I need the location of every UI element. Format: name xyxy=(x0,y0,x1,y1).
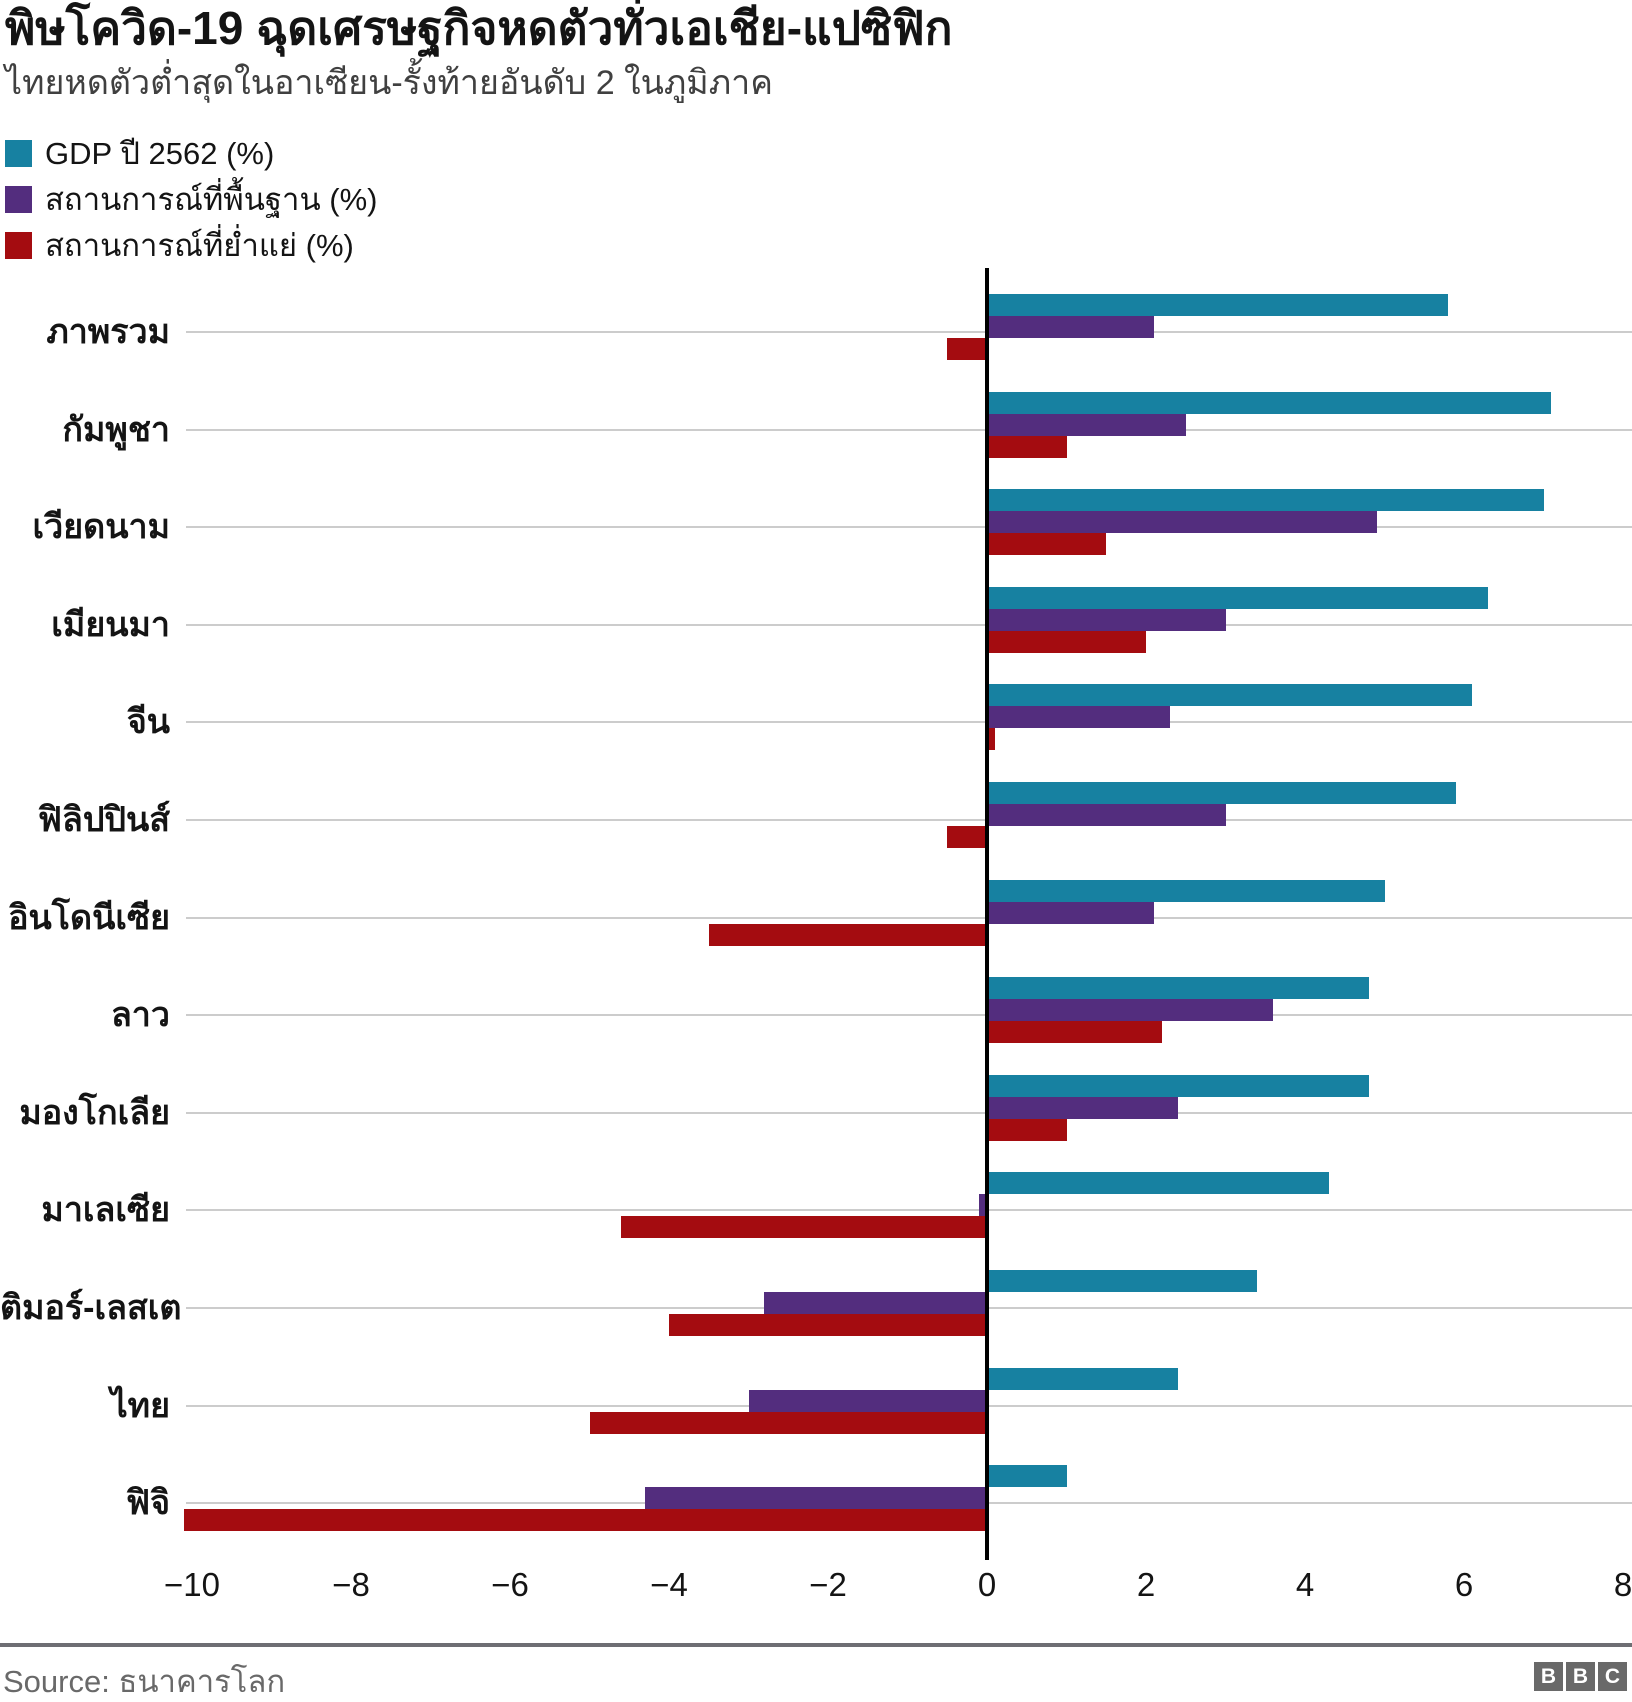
category-label: ฟิจิ xyxy=(126,1484,170,1523)
x-tick-label: 4 xyxy=(1295,1566,1315,1603)
bar-worst-scenario xyxy=(987,1118,1067,1141)
gridline xyxy=(186,623,1632,626)
category-label: มองโกเลีย xyxy=(19,1093,170,1132)
bar-worst-scenario xyxy=(947,338,987,360)
category-label: ติมอร์-เลสเต xyxy=(0,1289,182,1327)
category-label: เวียดนาม xyxy=(32,508,170,547)
bar-gdp-2019 xyxy=(987,1465,1067,1488)
category-label: จีน xyxy=(126,703,170,742)
bar-worst-scenario xyxy=(621,1216,987,1239)
bar-worst-scenario xyxy=(987,1021,1162,1044)
category-label: มาเลเซีย xyxy=(41,1191,170,1230)
bar-gdp-2019 xyxy=(987,684,1472,707)
bar-baseline-scenario xyxy=(987,804,1226,826)
bar-baseline-scenario xyxy=(764,1292,987,1314)
category-label: อินโดนีเซีย xyxy=(8,898,170,937)
bbc-logo: B B C xyxy=(1534,1662,1627,1691)
bar-baseline-scenario xyxy=(987,511,1377,534)
category-label: ฟิลิปปินส์ xyxy=(37,801,170,839)
chart-subtitle: ไทยหดตัวต่ำสุดในอาเซียน-รั้งท้ายอันดับ 2… xyxy=(5,64,773,102)
bar-worst-scenario xyxy=(987,435,1067,458)
x-tick-label: 0 xyxy=(977,1566,997,1603)
bar-gdp-2019 xyxy=(987,1367,1178,1390)
bar-baseline-scenario xyxy=(987,901,1154,924)
legend-swatch-teal xyxy=(5,139,32,167)
x-tick-label: −6 xyxy=(491,1566,529,1603)
legend-swatch-purple xyxy=(5,185,32,213)
bar-gdp-2019 xyxy=(987,1270,1258,1292)
bar-gdp-2019 xyxy=(987,977,1369,1000)
bar-worst-scenario xyxy=(184,1509,987,1532)
bar-worst-scenario xyxy=(708,923,987,946)
bar-worst-scenario xyxy=(669,1314,987,1336)
x-tick-label: 2 xyxy=(1136,1566,1156,1603)
bar-baseline-scenario xyxy=(987,1096,1178,1119)
category-label: ภาพรวม xyxy=(46,313,170,351)
bar-worst-scenario xyxy=(947,826,987,848)
category-label: ไทย xyxy=(110,1386,170,1425)
bar-gdp-2019 xyxy=(987,391,1552,414)
x-tick-label: −8 xyxy=(332,1566,370,1603)
legend-label: GDP ปี 2562 (%) xyxy=(45,136,275,171)
gridline xyxy=(186,331,1632,333)
bar-gdp-2019 xyxy=(987,489,1544,512)
legend-item-worst-scenario: สถานการณ์ที่ย่ำแย่ (%) xyxy=(5,222,377,268)
x-tick-label: −4 xyxy=(650,1566,688,1603)
gridline xyxy=(186,916,1632,919)
bar-baseline-scenario xyxy=(748,1389,987,1412)
bar-gdp-2019 xyxy=(987,294,1449,316)
bar-worst-scenario xyxy=(987,630,1146,653)
chart-title: พิษโควิด-19 ฉุดเศรษฐกิจหดตัวทั่วเอเชีย-แ… xyxy=(5,2,953,54)
legend-item-gdp-2019: GDP ปี 2562 (%) xyxy=(5,130,377,176)
gridline xyxy=(186,819,1632,821)
x-tick-label: −10 xyxy=(164,1566,220,1603)
bar-baseline-scenario xyxy=(987,706,1170,729)
bar-baseline-scenario xyxy=(987,999,1274,1022)
bar-gdp-2019 xyxy=(987,782,1457,804)
bar-worst-scenario xyxy=(589,1411,987,1434)
gridline xyxy=(186,1111,1632,1114)
bbc-logo-letter: B xyxy=(1566,1662,1595,1691)
x-tick-label: −2 xyxy=(809,1566,847,1603)
gridline xyxy=(186,1014,1632,1017)
bar-gdp-2019 xyxy=(987,879,1385,902)
source-text: Source: ธนาคารโลก xyxy=(3,1664,286,1699)
gridline xyxy=(186,1209,1632,1212)
zero-axis-line xyxy=(985,268,989,1560)
bar-baseline-scenario xyxy=(987,316,1154,338)
bar-gdp-2019 xyxy=(987,1172,1329,1195)
legend-label: สถานการณ์ที่ย่ำแย่ (%) xyxy=(45,228,354,263)
x-tick-label: 6 xyxy=(1454,1566,1474,1603)
bar-gdp-2019 xyxy=(987,1074,1369,1097)
legend-swatch-red xyxy=(5,231,32,259)
x-tick-label: 8 xyxy=(1613,1566,1632,1603)
bar-worst-scenario xyxy=(987,533,1107,556)
category-label: ลาว xyxy=(110,996,170,1035)
bar-baseline-scenario xyxy=(987,413,1186,436)
gridline xyxy=(186,428,1632,431)
footer-divider xyxy=(0,1643,1632,1647)
category-label: เมียนมา xyxy=(51,605,170,644)
bbc-logo-letter: C xyxy=(1598,1662,1627,1691)
bar-worst-scenario xyxy=(987,728,995,751)
bar-gdp-2019 xyxy=(987,586,1488,609)
gridline xyxy=(186,721,1632,724)
bbc-logo-letter: B xyxy=(1534,1662,1563,1691)
legend-item-baseline-scenario: สถานการณ์ที่พื้นฐาน (%) xyxy=(5,176,377,222)
bar-baseline-scenario xyxy=(979,1194,987,1217)
bar-baseline-scenario xyxy=(645,1487,987,1510)
category-label: กัมพูชา xyxy=(62,410,170,449)
legend: GDP ปี 2562 (%) สถานการณ์ที่พื้นฐาน (%) … xyxy=(5,130,377,268)
gridline xyxy=(186,526,1632,529)
legend-label: สถานการณ์ที่พื้นฐาน (%) xyxy=(45,182,378,217)
bar-baseline-scenario xyxy=(987,608,1226,631)
